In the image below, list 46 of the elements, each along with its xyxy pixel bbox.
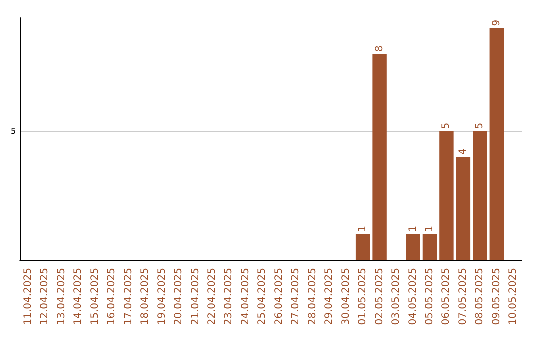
x-tick-label: 06.05.2025	[441, 268, 452, 326]
data-label: 4	[458, 148, 469, 156]
bar	[372, 54, 387, 260]
x-tick-label: 03.05.2025	[391, 268, 402, 326]
bar	[490, 28, 504, 260]
bar	[440, 131, 454, 260]
data-label: 8	[374, 46, 386, 52]
x-tick-label: 17.04.2025	[123, 268, 134, 326]
x-tick-label: 30.04.2025	[340, 268, 352, 326]
x-tick-label: 14.04.2025	[73, 268, 84, 326]
data-label: 5	[474, 122, 486, 130]
x-tick-label: 19.04.2025	[156, 268, 168, 326]
x-tick-label: 16.04.2025	[106, 268, 118, 326]
x-tick-label: 20.04.2025	[174, 268, 185, 326]
x-tick-label: 05.05.2025	[424, 268, 436, 326]
bar	[456, 157, 471, 260]
x-tick-label: 11.04.2025	[22, 268, 34, 326]
data-label: 1	[424, 226, 436, 232]
x-tick-label: 12.04.2025	[40, 268, 51, 326]
x-tick-label: 24.04.2025	[240, 268, 252, 326]
data-label: 5	[441, 122, 452, 130]
x-tick-label: 13.04.2025	[56, 268, 68, 326]
x-tick-label: 01.05.2025	[358, 268, 369, 326]
x-tick-label: 08.05.2025	[474, 268, 486, 326]
x-tick-label: 29.04.2025	[324, 268, 336, 326]
x-tick-label: 02.05.2025	[374, 268, 386, 326]
bar	[473, 131, 488, 260]
bar	[406, 234, 420, 260]
x-tick-label: 15.04.2025	[90, 268, 101, 326]
x-tick-label: 23.04.2025	[224, 268, 235, 326]
x-tick-label: 27.04.2025	[290, 268, 302, 326]
x-tick-label: 26.04.2025	[274, 268, 285, 326]
x-tick-label: 09.05.2025	[491, 268, 502, 326]
data-label: 1	[358, 226, 369, 232]
x-tick-label: 22.04.2025	[206, 268, 218, 326]
x-tick-label: 25.04.2025	[257, 268, 268, 326]
x-tick-label: 04.05.2025	[408, 268, 419, 326]
data-label: 1	[408, 226, 419, 232]
data-label: 9	[491, 20, 502, 26]
x-tick-label: 07.05.2025	[458, 268, 469, 326]
bar	[422, 234, 438, 260]
x-tick-label: 10.05.2025	[508, 268, 520, 326]
bar	[356, 234, 370, 260]
x-tick-label: 18.04.2025	[140, 268, 152, 326]
x-tick-label: 28.04.2025	[307, 268, 318, 326]
x-tick-label: 21.04.2025	[190, 268, 202, 326]
